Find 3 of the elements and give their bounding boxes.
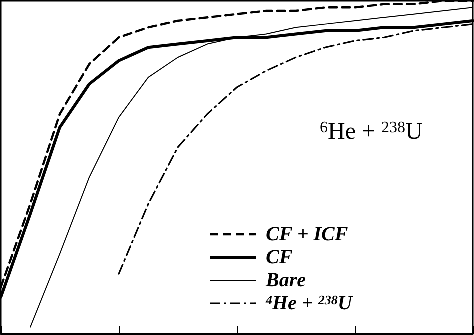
legend-label: Bare (265, 270, 306, 292)
legend-label: CF + ICF (266, 224, 349, 246)
legend-label: CF (266, 246, 294, 268)
